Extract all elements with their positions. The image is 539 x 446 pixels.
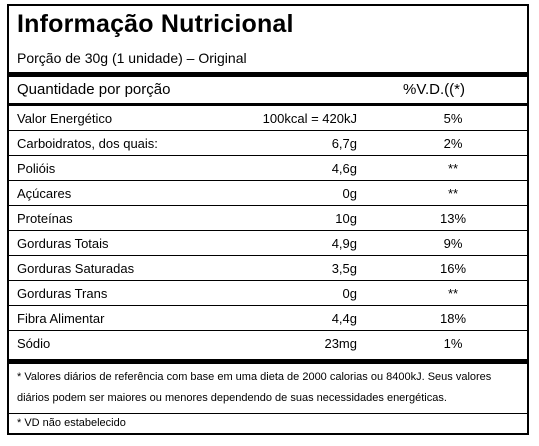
footnote-reference: * Valores diários de referência com base… [17,371,492,404]
header-divider [9,103,527,106]
quantity-header: Quantidade por porção [17,81,171,98]
nutrient-amount: 4,9g [331,236,357,251]
nutrient-name: Gorduras Saturadas [17,261,135,276]
label-title: Informação Nutricional [17,10,294,38]
nutrient-row: Sódio 23mg 1% [9,331,527,356]
nutrient-dv: 13% [439,211,467,226]
portion-size: Porção de 30g (1 unidade) – Original [17,50,247,66]
nutrient-amount: 6,7g [331,136,357,151]
nutrient-name: Fibra Alimentar [17,311,105,326]
nutrient-name: Carboidratos, dos quais: [17,136,158,151]
nutrient-amount: 10g [335,211,357,226]
thick-divider-bottom [9,359,527,364]
nutrient-row: Fibra Alimentar 4,4g 18% [9,306,527,331]
nutrient-amount: 0g [342,286,357,301]
nutrient-name: Proteínas [17,211,73,226]
nutrient-amount: 100kcal = 420kJ [262,111,357,126]
nutrient-amount: 23mg [324,336,357,351]
nutrient-amount: 4,6g [331,161,357,176]
nutrient-row: Valor Energético 100kcal = 420kJ 5% [9,106,527,131]
nutrient-dv: ** [447,186,459,201]
dv-header: %V.D.((*) [403,81,465,98]
thick-divider-top [9,72,527,77]
nutrient-row: Polióis 4,6g ** [9,156,527,181]
nutrient-amount: 4,4g [331,311,357,326]
nutrient-name: Polióis [17,161,56,176]
nutrient-amount: 3,5g [331,261,357,276]
nutrient-dv: ** [447,286,459,301]
nutrient-name: Açúcares [17,186,72,201]
nutrient-row: Gorduras Saturadas 3,5g 16% [9,256,527,281]
nutrient-name: Valor Energético [17,111,113,126]
nutrient-dv: 5% [443,111,463,126]
nutrient-dv: 9% [443,236,463,251]
table-header: Quantidade por porção %V.D.((*) [9,77,527,103]
nutrient-dv: 18% [439,311,467,326]
nutrient-dv: ** [447,161,459,176]
nutrient-row: Gorduras Trans 0g ** [9,281,527,306]
nutrient-row: Carboidratos, dos quais: 6,7g 2% [9,131,527,156]
nutrient-amount: 0g [342,186,357,201]
nutrient-dv: 16% [439,261,467,276]
nutrient-name: Sódio [17,336,51,351]
nutrient-dv: 2% [443,136,463,151]
nutrient-name: Gorduras Trans [17,286,108,301]
nutrient-row: Proteínas 10g 13% [9,206,527,231]
nutrient-row: Açúcares 0g ** [9,181,527,206]
nutrient-name: Gorduras Totais [17,236,109,251]
footnote-divider [9,413,527,414]
nutrient-row: Gorduras Totais 4,9g 9% [9,231,527,256]
nutrient-dv: 1% [443,336,463,351]
footnote-not-established: * VD não estabelecido [17,417,126,429]
nutrition-facts-label: Informação Nutricional Porção de 30g (1 … [7,4,529,435]
